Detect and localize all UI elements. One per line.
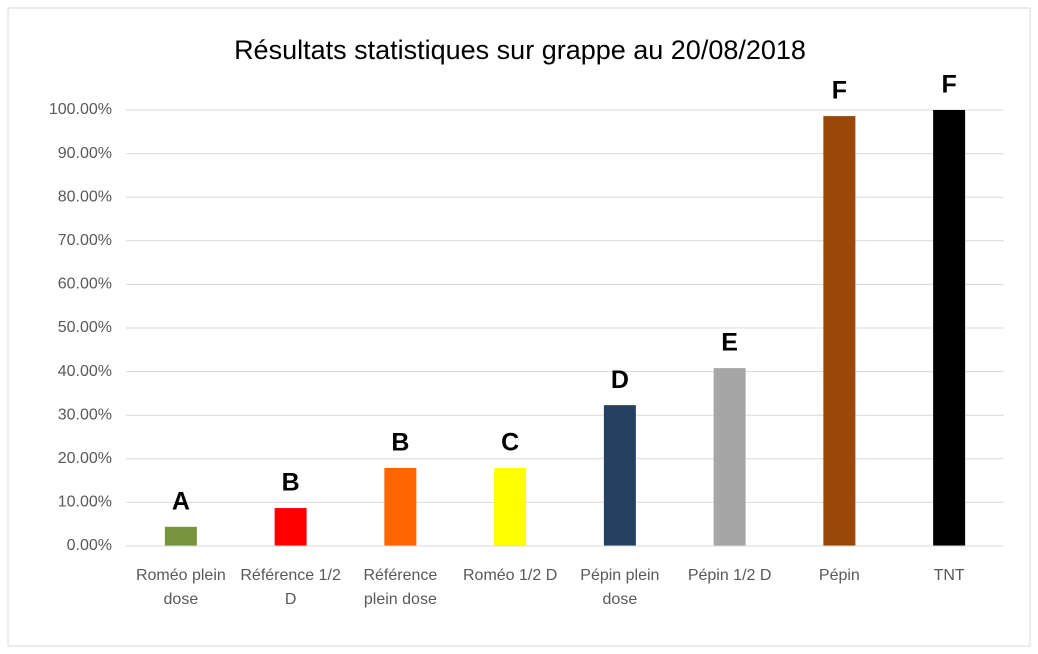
x-tick-label-box: Roméo 1/2 D xyxy=(462,567,558,584)
x-tick-label: Pépin 1/2 D xyxy=(687,567,772,584)
y-tick-label: 0.00% xyxy=(67,537,112,554)
bar-annotation: B xyxy=(282,469,300,497)
x-tick-label: Référence plein dose xyxy=(363,567,438,608)
y-tick-label: 60.00% xyxy=(58,276,112,293)
x-tick-label-box: Pépin plein dose xyxy=(580,567,660,608)
bar xyxy=(494,467,527,546)
y-tick-label: 90.00% xyxy=(58,145,112,162)
x-tick-label: Pépin plein dose xyxy=(580,567,660,608)
y-tick-label: 100.00% xyxy=(49,101,112,118)
x-tick-label-box: TNT xyxy=(933,567,965,584)
x-tick-label: Roméo 1/2 D xyxy=(462,567,558,584)
x-tick-label: Pépin xyxy=(818,567,860,584)
y-tick-label: 20.00% xyxy=(58,450,112,467)
y-tick-label: 50.00% xyxy=(58,319,112,336)
y-tick-label: 30.00% xyxy=(58,406,112,423)
bar-annotation: A xyxy=(172,487,190,515)
x-tick-label: TNT xyxy=(933,567,965,584)
bar-annotation: F xyxy=(941,71,956,99)
bar xyxy=(274,508,307,546)
bar-annotation: B xyxy=(391,429,409,457)
bar xyxy=(933,110,966,546)
x-tick-label-box: Pépin xyxy=(818,567,860,584)
x-tick-label-box: Roméo plein dose xyxy=(135,567,226,608)
bar xyxy=(603,405,636,546)
chart-frame xyxy=(7,7,1031,647)
x-tick-label: Roméo plein dose xyxy=(135,567,226,608)
bar xyxy=(164,526,197,546)
bar-annotation: E xyxy=(721,329,738,357)
x-tick-label-box: Pépin 1/2 D xyxy=(687,567,772,584)
chart-title: Résultats statistiques sur grappe au 20/… xyxy=(234,35,806,65)
x-tick-label-box: Référence 1/2 D xyxy=(240,567,341,608)
bar-annotation: C xyxy=(501,429,519,457)
bar xyxy=(713,368,746,546)
bar xyxy=(823,116,856,546)
bar-annotation: D xyxy=(611,366,629,394)
bar-annotation: F xyxy=(832,77,847,105)
bar xyxy=(384,467,417,546)
y-tick-label: 70.00% xyxy=(58,232,112,249)
y-tick-label: 10.00% xyxy=(58,494,112,511)
x-tick-label-box: Référence plein dose xyxy=(363,567,438,608)
y-tick-label: 40.00% xyxy=(58,363,112,380)
x-tick-label: Référence 1/2 D xyxy=(240,567,341,608)
y-tick-label: 80.00% xyxy=(58,188,112,205)
